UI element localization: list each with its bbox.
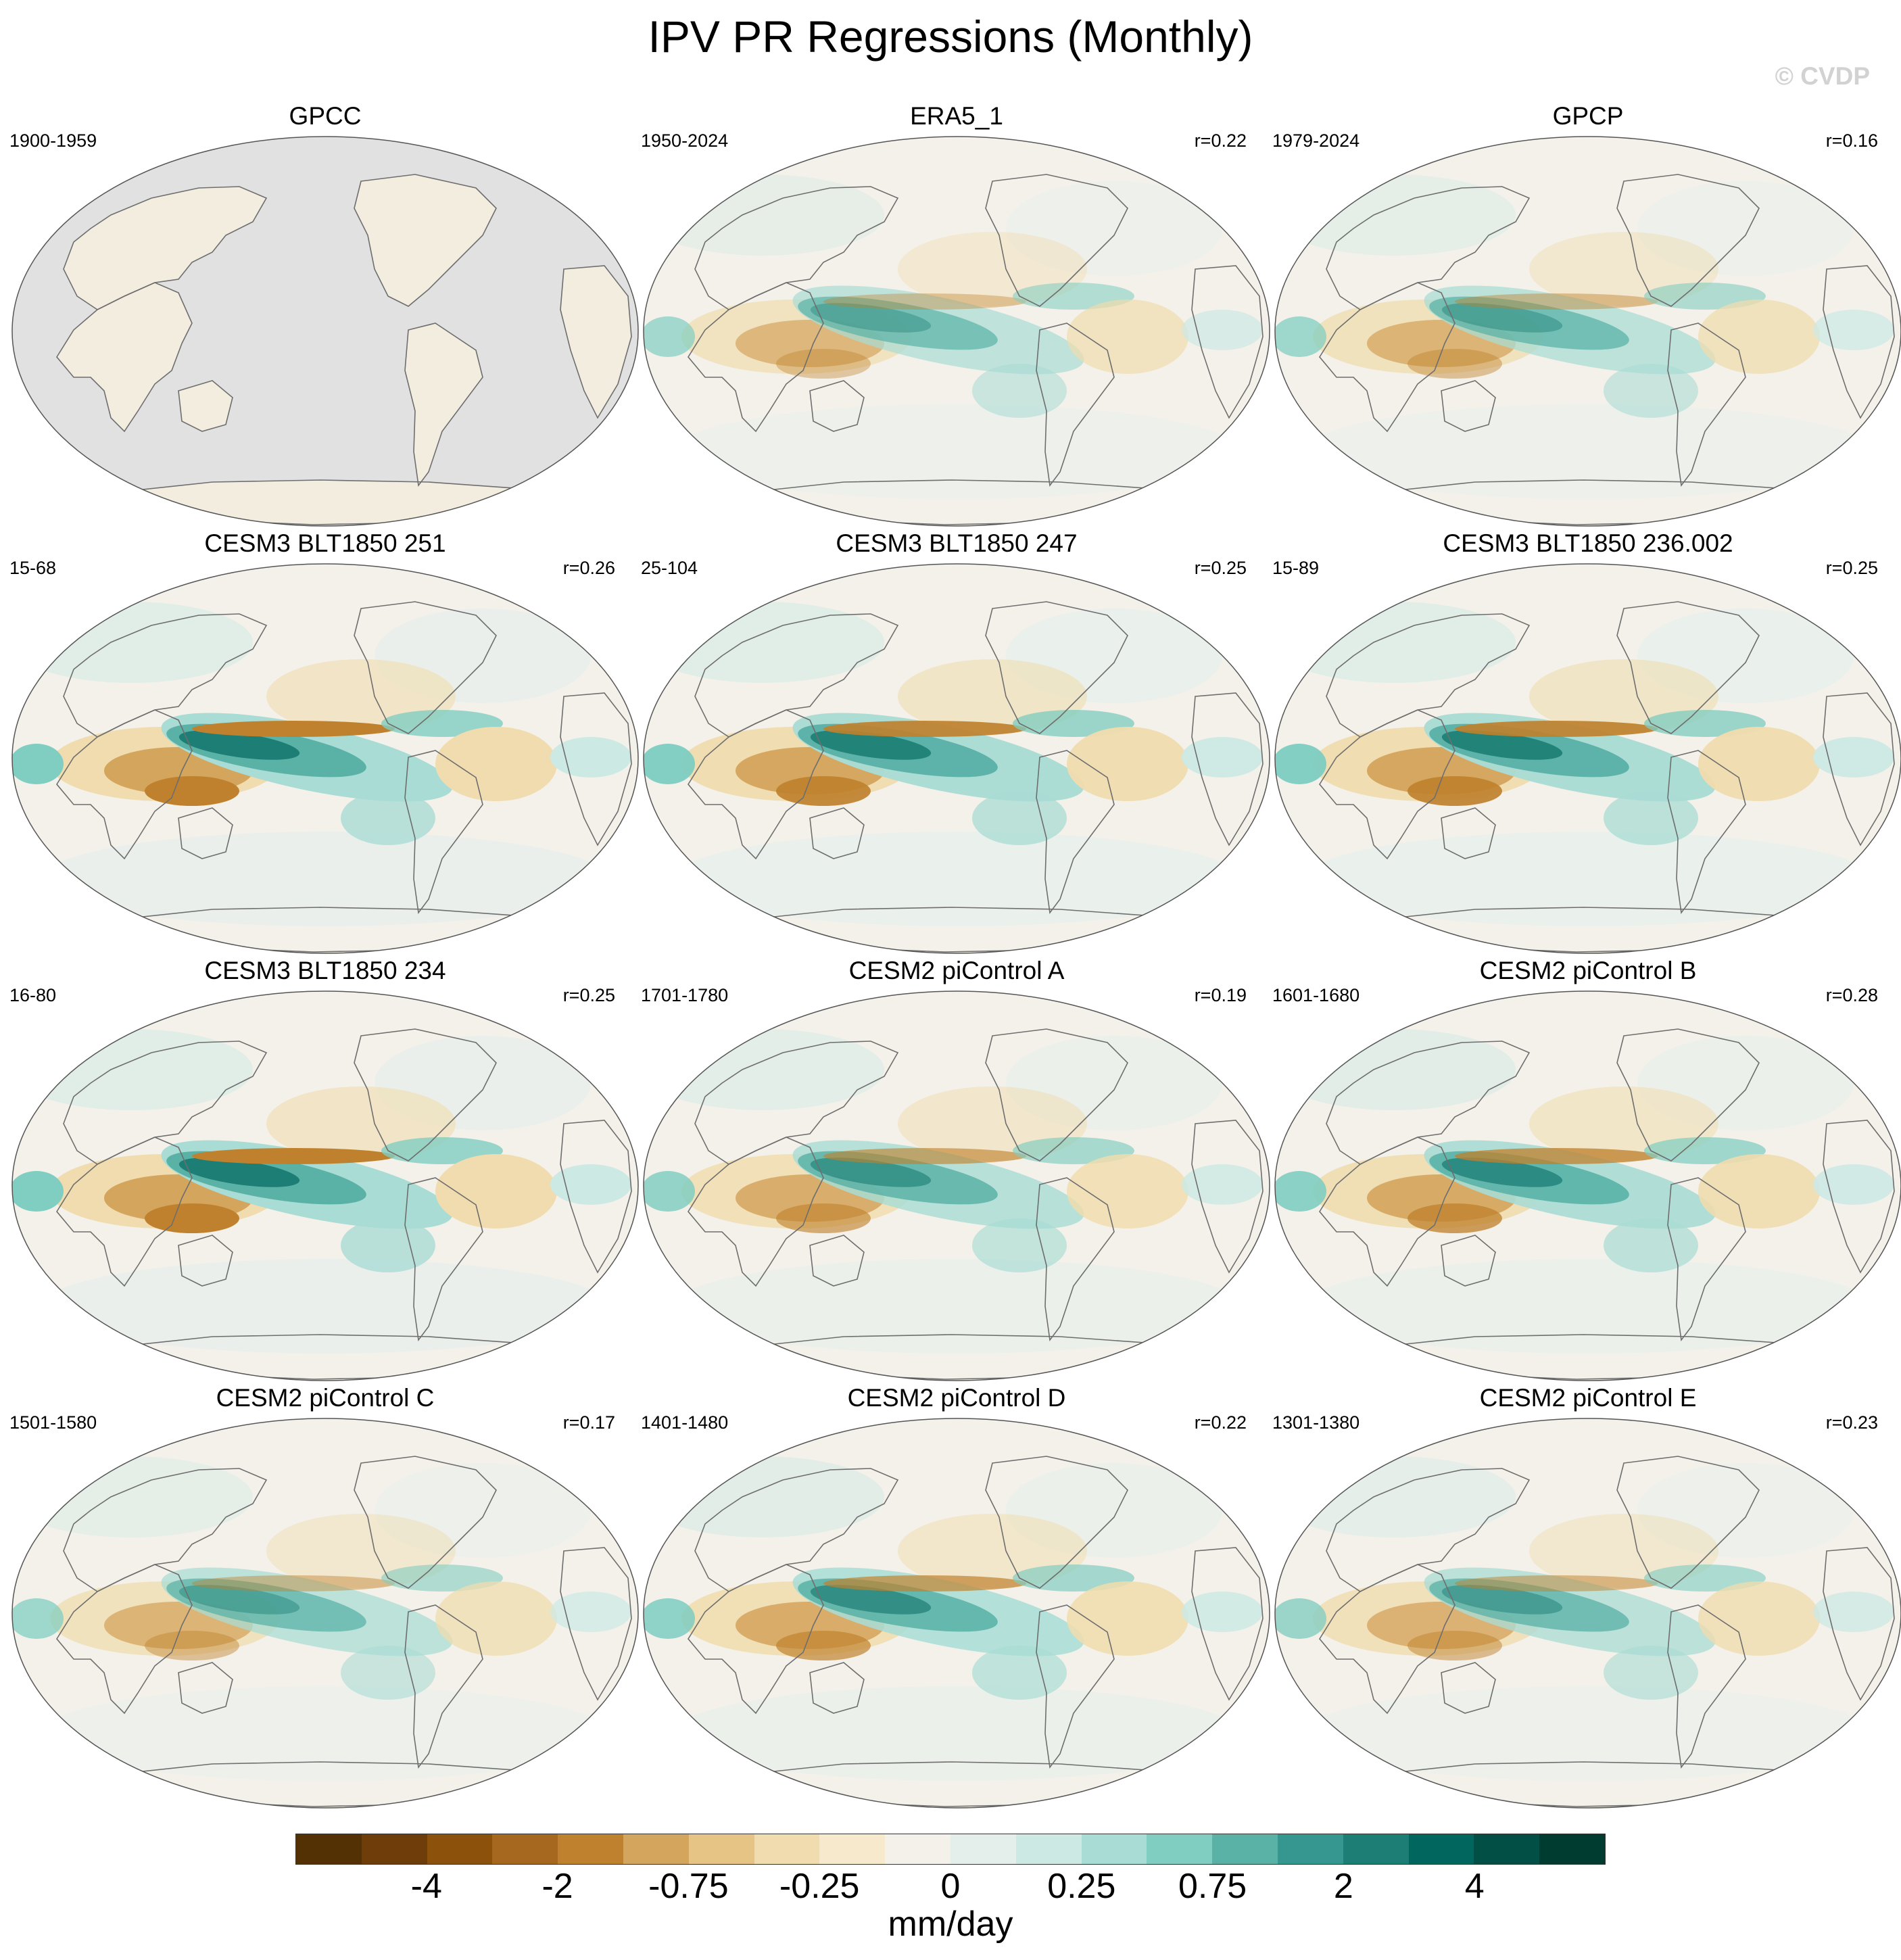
colorbar-tick-label: -0.75: [648, 1867, 729, 1906]
colorbar-tick-label: -0.25: [779, 1867, 860, 1906]
colorbar-tick-label: 0.25: [1047, 1867, 1116, 1906]
colorbar-box: [558, 1834, 623, 1864]
panel-years: 1601-1680: [1272, 985, 1360, 1005]
regression-map: [643, 136, 1270, 527]
panel-correlation: r=0.23: [1825, 1412, 1878, 1433]
colorbar-tick-label: 0: [940, 1867, 961, 1906]
figure-title: IPV PR Regressions (Monthly): [648, 11, 1253, 62]
colorbar-tick-label: 0.75: [1178, 1867, 1247, 1906]
panel-title: GPCC: [289, 102, 362, 130]
map-panel: CESM2 piControl B 1601-1680 r=0.28: [1272, 956, 1901, 1383]
regression-map: [11, 990, 639, 1381]
regression-map: [643, 563, 1270, 954]
colorbar-box: [1015, 1834, 1082, 1864]
regression-map: [11, 136, 639, 527]
panel-correlation: r=0.22: [1194, 130, 1247, 151]
panel-correlation: r=0.19: [1194, 985, 1247, 1005]
regression-map: [11, 563, 639, 954]
colorbar-box: [296, 1834, 362, 1864]
panel-years: 1900-1959: [9, 130, 97, 151]
panel-correlation: r=0.16: [1825, 130, 1878, 151]
panel-title: GPCP: [1552, 102, 1624, 130]
map-panel: CESM3 BLT1850 251 15-68 r=0.26: [9, 529, 641, 956]
colorbar-box: [885, 1834, 950, 1864]
map-panel: CESM3 BLT1850 236.002 15-89 r=0.25: [1272, 529, 1901, 956]
panel-title: CESM2 piControl C: [216, 1384, 435, 1412]
panel-years: 15-89: [1272, 558, 1320, 578]
colorbar-box: [688, 1834, 754, 1864]
panel-years: 1401-1480: [641, 1412, 729, 1433]
panel-correlation: r=0.28: [1825, 985, 1878, 1005]
colorbar-box: [361, 1834, 427, 1864]
regression-map: [1274, 1418, 1901, 1809]
panel-correlation: r=0.26: [562, 558, 615, 578]
panel-years: 1501-1580: [9, 1412, 97, 1433]
regression-map: [1274, 990, 1901, 1381]
colorbar-box: [1474, 1834, 1540, 1864]
colorbar-box: [623, 1834, 689, 1864]
panel-years: 16-80: [9, 985, 57, 1005]
colorbar-box: [950, 1834, 1016, 1864]
regression-map: [643, 1418, 1270, 1809]
colorbar-tick-label: -2: [542, 1867, 573, 1906]
colorbar-tick-label: -4: [410, 1867, 442, 1906]
map-panel: GPCP 1979-2024 r=0.16: [1272, 101, 1901, 529]
panel-correlation: r=0.25: [562, 985, 615, 1005]
colorbar-tick-label: 4: [1464, 1867, 1485, 1906]
regression-map: [11, 1418, 639, 1809]
regression-map: [1274, 136, 1901, 527]
map-panel: CESM2 piControl C 1501-1580 r=0.17: [9, 1383, 641, 1811]
copyright-watermark: © CVDP: [1775, 62, 1870, 90]
map-panel: CESM3 BLT1850 247 25-104 r=0.25: [641, 529, 1272, 956]
colorbar-box: [1408, 1834, 1474, 1864]
colorbar-box: [427, 1834, 493, 1864]
map-panel: CESM3 BLT1850 234 16-80 r=0.25: [9, 956, 641, 1383]
colorbar-box: [1212, 1834, 1278, 1864]
panel-title: CESM3 BLT1850 251: [204, 529, 446, 557]
panel-title: CESM2 piControl E: [1479, 1384, 1697, 1412]
regression-map: [643, 990, 1270, 1381]
panel-title: CESM3 BLT1850 247: [836, 529, 1078, 557]
colorbar-box: [819, 1834, 886, 1864]
map-panel: CESM2 piControl A 1701-1780 r=0.19: [641, 956, 1272, 1383]
colorbar-box: [492, 1834, 558, 1864]
colorbar-box: [1081, 1834, 1147, 1864]
panel-years: 15-68: [9, 558, 57, 578]
colorbar-box: [1147, 1834, 1213, 1864]
panel-years: 1301-1380: [1272, 1412, 1360, 1433]
map-panel: ERA5_1 1950-2024 r=0.22: [641, 101, 1272, 529]
regression-map: [1274, 563, 1901, 954]
panel-correlation: r=0.25: [1194, 558, 1247, 578]
colorbar-box: [1539, 1834, 1605, 1864]
colorbar-box: [754, 1834, 820, 1864]
panel-title: CESM2 piControl A: [848, 957, 1065, 984]
map-panel: CESM2 piControl D 1401-1480 r=0.22: [641, 1383, 1272, 1811]
panel-years: 1950-2024: [641, 130, 729, 151]
panel-title: CESM3 BLT1850 234: [204, 957, 446, 984]
panel-years: 1979-2024: [1272, 130, 1360, 151]
panel-title: CESM2 piControl D: [847, 1384, 1066, 1412]
colorbar-units: mm/day: [888, 1905, 1013, 1944]
panel-years: 25-104: [641, 558, 698, 578]
map-panel: CESM2 piControl E 1301-1380 r=0.23: [1272, 1383, 1901, 1811]
panel-title: CESM3 BLT1850 236.002: [1443, 529, 1733, 557]
panel-years: 1701-1780: [641, 985, 729, 1005]
panel-correlation: r=0.22: [1194, 1412, 1247, 1433]
map-panel: GPCC 1900-1959: [9, 101, 641, 529]
colorbar-box: [1277, 1834, 1343, 1864]
panel-title: CESM2 piControl B: [1479, 957, 1697, 984]
colorbar-box: [1343, 1834, 1409, 1864]
panel-correlation: r=0.25: [1825, 558, 1878, 578]
colorbar: [295, 1834, 1606, 1865]
panel-title: ERA5_1: [910, 102, 1003, 130]
panel-correlation: r=0.17: [562, 1412, 615, 1433]
colorbar-tick-label: 2: [1333, 1867, 1353, 1906]
